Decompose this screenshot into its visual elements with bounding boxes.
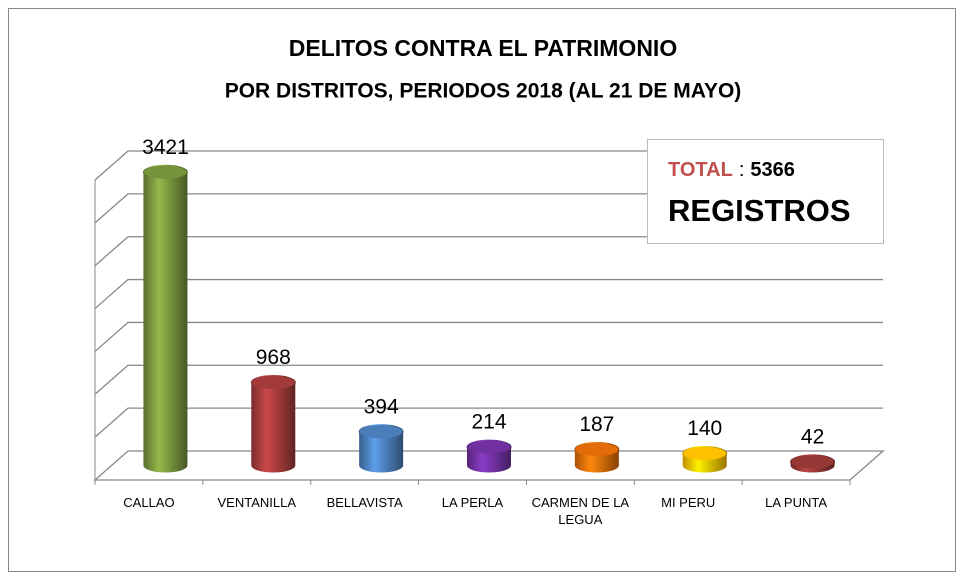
- bar-top: [466, 439, 512, 455]
- x-tick-label: LA PUNTA: [765, 495, 827, 510]
- value-label: 140: [687, 417, 722, 440]
- x-tick-label: CARMEN DE LA LEGUA: [531, 495, 630, 527]
- grid-line: [94, 278, 883, 310]
- value-label: 42: [801, 425, 824, 448]
- grid-line: [94, 150, 883, 181]
- total-label: TOTAL: [668, 159, 733, 181]
- total-box: [647, 139, 884, 244]
- x-tick-label: LA PERLA: [441, 495, 504, 510]
- chart-title: DELITOS CONTRA EL PATRIMONIO: [289, 35, 677, 61]
- x-tick-label: CALLAO: [123, 495, 175, 510]
- value-label: 187: [579, 413, 614, 436]
- grid-line: [93, 450, 885, 481]
- bar-top: [142, 164, 188, 180]
- grid-line: [94, 236, 883, 267]
- value-label: 394: [364, 395, 399, 418]
- bar-top: [250, 375, 296, 391]
- bar-top: [682, 446, 728, 461]
- x-tick-label: VENTANILLA: [217, 495, 297, 510]
- bar-top: [358, 424, 404, 440]
- total-value: 5366: [750, 159, 795, 181]
- grid-line: [94, 364, 883, 395]
- x-tick-label: MI PERU: [661, 495, 716, 510]
- bar-top: [790, 454, 836, 470]
- bar: [251, 382, 296, 473]
- total-separator: :: [739, 159, 745, 181]
- total-text: TOTAL:5366: [668, 159, 795, 181]
- grid-line: [94, 321, 883, 352]
- bar: [143, 172, 188, 473]
- chart-subtitle: POR DISTRITOS, PERIODOS 2018 (AL 21 DE M…: [225, 80, 742, 103]
- value-label: 214: [471, 411, 506, 434]
- total-unit: REGISTROS: [668, 193, 851, 228]
- bar: [359, 431, 404, 473]
- grid-line: [94, 193, 883, 224]
- bar-top: [574, 441, 620, 457]
- grid-line: [94, 407, 883, 438]
- plot-wall: [95, 151, 128, 480]
- x-tick-label: BELLAVISTA: [326, 495, 403, 510]
- value-label: 3421: [142, 136, 189, 159]
- value-label: 968: [256, 346, 291, 369]
